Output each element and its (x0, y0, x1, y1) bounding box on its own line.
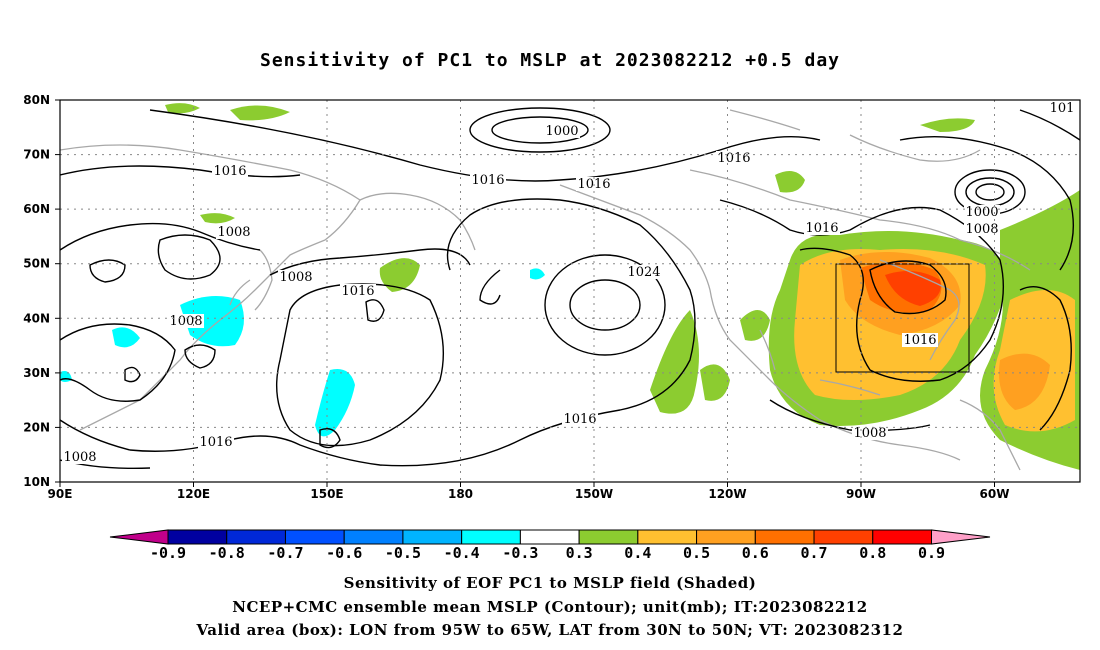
contour-label-bg (902, 333, 938, 347)
latitude-labels: 80N 70N 60N 50N 40N 30N 20N 10N (23, 93, 60, 489)
contour-label-bg (804, 221, 840, 235)
contour-label: 1016 (199, 435, 232, 450)
contour-label-bg (198, 435, 234, 449)
contour-label: 1016 (471, 173, 504, 188)
colorbar-segment (754, 529, 815, 545)
colorbar-label: -0.3 (502, 544, 538, 562)
contour-label: 1024 (627, 265, 660, 280)
colorbar-segment (696, 529, 756, 545)
colorbar-segment (813, 529, 874, 545)
contour-label: 1016 (213, 164, 246, 179)
longitude-label: 90W (846, 487, 876, 501)
colorbar-segment (343, 529, 404, 545)
chart-title: Sensitivity of PC1 to MSLP at 2023082212… (259, 50, 840, 71)
latitude-label: 80N (23, 93, 50, 107)
colorbar-label: -0.9 (150, 544, 186, 562)
colorbar-label: 0.9 (918, 544, 945, 562)
colorbar-label: 0.4 (624, 544, 651, 562)
caption-line-3: Valid area (box): LON from 95W to 65W, L… (196, 621, 904, 639)
contour-label: 1008 (169, 314, 202, 329)
colorbar-label: -0.8 (209, 544, 245, 562)
colorbar-label: 0.7 (800, 544, 827, 562)
contour-label: 1008 (279, 270, 312, 285)
contour-label: 101 (1050, 101, 1075, 116)
latitude-label: 10N (23, 475, 50, 489)
colorbar-segment (402, 529, 463, 545)
contour-label: 1000 (545, 124, 578, 139)
colorbar-segment (578, 529, 639, 545)
contour-label: 1016 (717, 151, 750, 166)
longitude-label: 150W (575, 487, 613, 501)
contour-label-bg (562, 412, 598, 426)
map-frame (59, 99, 1081, 483)
longitude-label: 60W (980, 487, 1010, 501)
latitude-label: 30N (23, 366, 50, 380)
contour-label-bg (278, 270, 314, 284)
contour-label: 1000 (965, 205, 998, 220)
colorbar-segment (872, 529, 932, 545)
sensitivity-shading-positive (165, 103, 1080, 470)
longitude-label: 150E (310, 487, 343, 501)
contour-label-bg (212, 164, 248, 178)
colorbar-segment (637, 529, 698, 545)
latitude-label: 40N (23, 311, 50, 325)
coastlines (60, 109, 1031, 471)
latitude-label: 60N (23, 202, 50, 216)
colorbar-label: -0.4 (444, 544, 480, 562)
latitude-label: 70N (23, 148, 50, 162)
colorbar-right-arrow (931, 529, 991, 545)
colorbar-segment (226, 529, 286, 545)
contour-label-bg (1048, 101, 1076, 115)
contour-label: 1008 (853, 426, 886, 441)
sensitivity-shading-negative (60, 268, 545, 437)
colorbar-left-arrow (109, 529, 169, 545)
colorbar: -0.9 -0.8 -0.7 -0.6 -0.5 -0.4 -0.3 0.3 0.4 0.5 0.6… (109, 529, 991, 562)
longitude-label: 180 (448, 487, 473, 501)
contour-label-bg (62, 450, 98, 464)
latitude-label: 50N (23, 257, 50, 271)
caption-line-2: NCEP+CMC ensemble mean MSLP (Contour); u… (232, 598, 868, 616)
contour-label: 1016 (805, 221, 838, 236)
colorbar-segment (167, 529, 228, 545)
contour-label-bg (168, 314, 204, 328)
colorbar-label: -0.7 (267, 544, 303, 562)
contour-label: 1016 (903, 333, 936, 348)
contour-label: 1008 (965, 222, 998, 237)
grid-lines (60, 100, 1080, 482)
contour-label: 1008 (217, 225, 250, 240)
contour-label-bg (340, 284, 376, 298)
colorbar-label: 0.6 (742, 544, 769, 562)
longitude-label: 90E (48, 487, 73, 501)
contour-label-bg (470, 173, 506, 187)
colorbar-segment (519, 529, 580, 545)
colorbar-label: 0.3 (566, 544, 593, 562)
contour-labels: 1000 1016 1016 1016 1016 1008 1008 1016 1008 1024… (62, 101, 1076, 465)
caption-line-1: Sensitivity of EOF PC1 to MSLP field (Sh… (343, 574, 757, 592)
colorbar-segment (284, 529, 345, 545)
contour-label-bg (544, 124, 580, 138)
colorbar-label: -0.6 (326, 544, 362, 562)
colorbar-segment (461, 529, 521, 545)
colorbar-label: -0.5 (385, 544, 421, 562)
contour-label-bg (216, 225, 252, 239)
valid-area-box (835, 263, 970, 373)
longitude-label: 120E (177, 487, 210, 501)
latitude-label: 20N (23, 420, 50, 434)
longitude-labels: 90E 120E 150E 180 150W 120W 90W 60W (48, 482, 1010, 501)
contour-label-bg (626, 265, 662, 279)
longitude-label: 120W (708, 487, 746, 501)
map-plot: 1000 1016 1016 1016 1016 1008 1008 1016 1008 1024… (23, 93, 1081, 501)
contour-label: 1016 (563, 412, 596, 427)
colorbar-label: 0.8 (859, 544, 886, 562)
contour-label-bg (964, 222, 1000, 236)
colorbar-label: 0.5 (683, 544, 710, 562)
contour-label: 1016 (341, 284, 374, 299)
contour-label-bg (964, 205, 1000, 219)
contour-label: 1008 (63, 450, 96, 465)
